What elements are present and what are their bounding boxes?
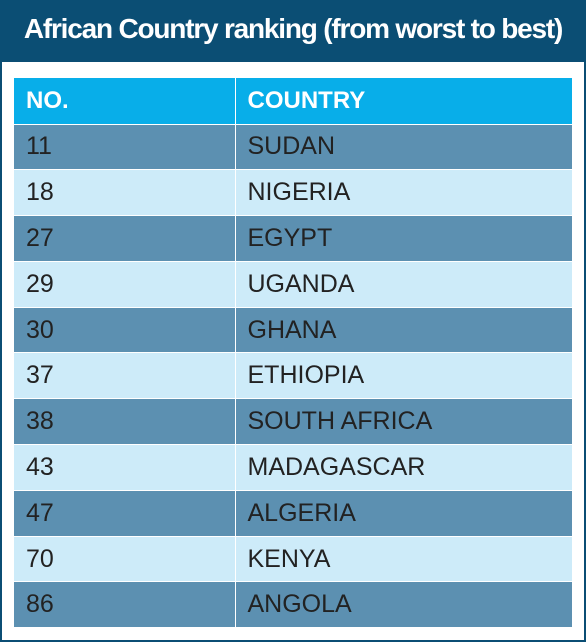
rank-cell: 43	[14, 444, 236, 491]
table-row: 27 EGYPT	[14, 215, 572, 262]
rank-cell: 70	[14, 536, 236, 583]
header-no: NO.	[14, 78, 236, 125]
page-title: African Country ranking (from worst to b…	[23, 13, 564, 44]
country-cell: SOUTH AFRICA	[235, 398, 572, 446]
table-row: 47 ALGERIA	[14, 490, 572, 537]
rank-cell: 18	[14, 169, 236, 217]
country-cell: KENYA	[235, 536, 572, 583]
country-cell: MADAGASCAR	[235, 444, 572, 491]
country-cell: NIGERIA	[235, 169, 572, 217]
country-cell: ETHIOPIA	[235, 352, 572, 400]
country-cell: ALGERIA	[235, 490, 572, 537]
rank-cell: 47	[14, 490, 236, 537]
country-cell: ANGOLA	[235, 581, 572, 629]
table-row: 43 MADAGASCAR	[14, 444, 572, 491]
table-header-row: NO. COUNTRY	[14, 78, 572, 125]
country-cell: SUDAN	[235, 124, 572, 171]
table-container: NO. COUNTRY 11 SUDAN 18 NIGERIA 27 EGYPT	[2, 62, 584, 640]
table-row: 18 NIGERIA	[14, 169, 572, 217]
table-row: 86 ANGOLA	[14, 581, 572, 629]
table-row: 37 ETHIOPIA	[14, 352, 572, 400]
rank-cell: 37	[14, 352, 236, 400]
rank-cell: 11	[14, 124, 236, 171]
country-cell: GHANA	[235, 307, 572, 354]
rank-cell: 38	[14, 398, 236, 446]
country-cell: EGYPT	[235, 215, 572, 262]
rank-cell: 30	[14, 307, 236, 354]
header-country: COUNTRY	[235, 78, 572, 125]
table-row: 29 UGANDA	[14, 261, 572, 308]
table-row: 38 SOUTH AFRICA	[14, 398, 572, 446]
table-row: 30 GHANA	[14, 307, 572, 354]
table-row: 70 KENYA	[14, 536, 572, 583]
country-cell: UGANDA	[235, 261, 572, 308]
table-row: 11 SUDAN	[14, 124, 572, 171]
rank-cell: 27	[14, 215, 236, 262]
ranking-table: NO. COUNTRY 11 SUDAN 18 NIGERIA 27 EGYPT	[14, 78, 572, 629]
rank-cell: 86	[14, 581, 236, 629]
rank-cell: 29	[14, 261, 236, 308]
